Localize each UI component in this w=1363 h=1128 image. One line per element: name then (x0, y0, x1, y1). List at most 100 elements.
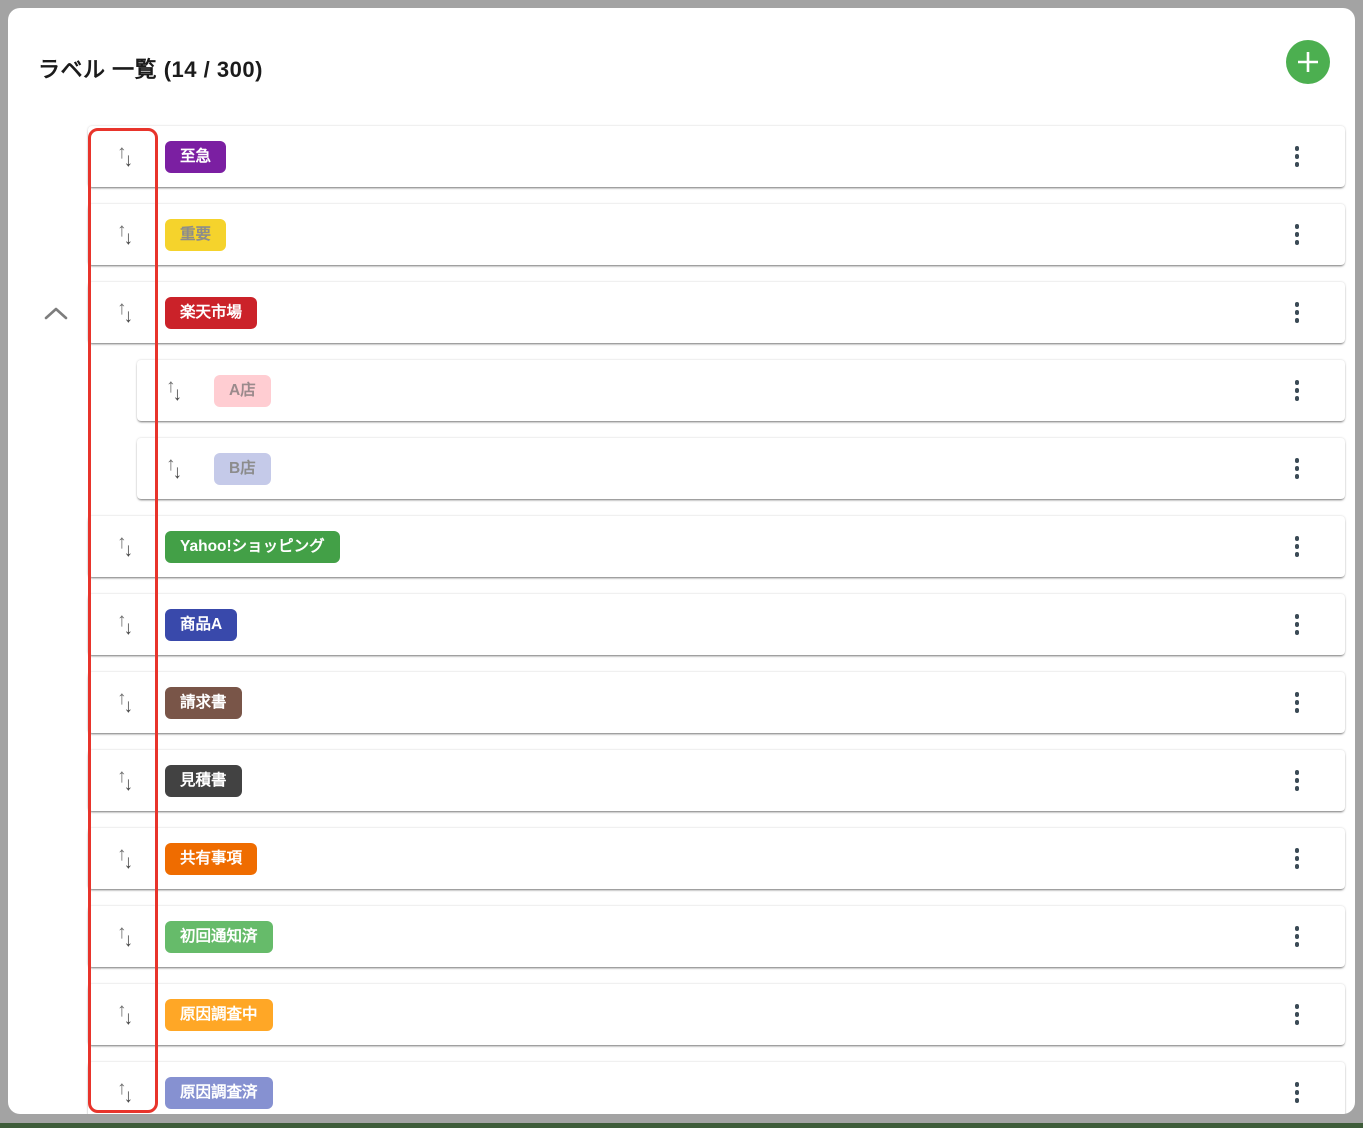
down-arrow-icon: ↓ (123, 696, 134, 717)
drag-handle[interactable]: ↑ ↓ (103, 213, 147, 257)
kebab-menu-icon (1294, 614, 1300, 619)
label-badge: 楽天市場 (165, 296, 258, 329)
row-menu-button[interactable] (1275, 837, 1319, 881)
label-row: ↑ ↓ 商品A (88, 594, 1345, 655)
label-badge: 至急 (165, 140, 227, 173)
label-row: ↑ ↓ 楽天市場 (88, 282, 1345, 343)
label-badge: 初回通知済 (165, 920, 273, 953)
kebab-menu-icon (1294, 770, 1300, 775)
label-row: ↑ ↓ 原因調査済 (88, 1062, 1345, 1114)
label-badge: 共有事項 (165, 842, 258, 875)
kebab-menu-icon (1294, 396, 1300, 401)
kebab-menu-icon (1294, 458, 1300, 463)
page-title: ラベル 一覧 (14 / 300) (38, 57, 263, 82)
kebab-menu-icon (1294, 848, 1300, 853)
drag-handle[interactable]: ↑ ↓ (103, 525, 147, 569)
row-menu-button[interactable] (1275, 993, 1319, 1037)
kebab-menu-icon (1294, 622, 1300, 627)
kebab-menu-icon (1294, 240, 1300, 245)
row-menu-button[interactable] (1275, 759, 1319, 803)
drag-handle[interactable]: ↑ ↓ (103, 291, 147, 335)
label-badge: A店 (214, 374, 271, 407)
label-row: ↑ ↓ 初回通知済 (88, 906, 1345, 967)
row-menu-button[interactable] (1275, 1071, 1319, 1115)
kebab-menu-icon (1294, 1098, 1300, 1103)
kebab-menu-icon (1294, 146, 1300, 151)
drag-handle[interactable]: ↑ ↓ (103, 915, 147, 959)
up-arrow-icon: ↑ (117, 610, 126, 631)
drag-handle[interactable]: ↑ ↓ (103, 759, 147, 803)
plus-icon (1295, 49, 1321, 75)
kebab-menu-icon (1294, 552, 1300, 557)
down-arrow-icon: ↓ (123, 1086, 134, 1107)
drag-handle[interactable]: ↑ ↓ (103, 135, 147, 179)
kebab-menu-icon (1294, 302, 1300, 307)
kebab-menu-icon (1294, 700, 1300, 705)
collapse-chevron-icon[interactable] (43, 306, 69, 322)
down-arrow-icon: ↓ (123, 1008, 134, 1029)
down-arrow-icon: ↓ (123, 618, 134, 639)
label-badge: 原因調査済 (165, 1076, 273, 1109)
down-arrow-icon: ↓ (172, 384, 183, 405)
kebab-menu-icon (1294, 926, 1300, 931)
up-arrow-icon: ↑ (117, 220, 126, 241)
drag-handle[interactable]: ↑ ↓ (103, 837, 147, 881)
kebab-menu-icon (1294, 1082, 1300, 1087)
drag-handle[interactable]: ↑ ↓ (103, 1071, 147, 1115)
kebab-menu-icon (1294, 864, 1300, 869)
up-arrow-icon: ↑ (117, 1000, 126, 1021)
label-badge: 見積書 (165, 764, 242, 797)
row-menu-button[interactable] (1275, 681, 1319, 725)
drag-handle[interactable]: ↑ ↓ (103, 603, 147, 647)
kebab-menu-icon (1294, 474, 1300, 479)
kebab-menu-icon (1294, 1090, 1300, 1095)
kebab-menu-icon (1294, 692, 1300, 697)
drag-handle[interactable]: ↑ ↓ (152, 447, 196, 491)
up-arrow-icon: ↑ (117, 1078, 126, 1099)
row-menu-button[interactable] (1275, 525, 1319, 569)
down-arrow-icon: ↓ (123, 306, 134, 327)
label-badge: Yahoo!ショッピング (165, 530, 340, 563)
row-menu-button[interactable] (1275, 603, 1319, 647)
kebab-menu-icon (1294, 318, 1300, 323)
row-menu-button[interactable] (1275, 369, 1319, 413)
kebab-menu-icon (1294, 942, 1300, 947)
label-manager-panel: ラベル 一覧 (14 / 300) ↑ ↓ 至急 ↑ ↓ 重要 (8, 8, 1355, 1114)
kebab-menu-icon (1294, 380, 1300, 385)
kebab-menu-icon (1294, 934, 1300, 939)
row-menu-button[interactable] (1275, 447, 1319, 491)
down-arrow-icon: ↓ (123, 228, 134, 249)
up-arrow-icon: ↑ (117, 298, 126, 319)
kebab-menu-icon (1294, 786, 1300, 791)
up-arrow-icon: ↑ (117, 766, 126, 787)
bottom-accent-strip (0, 1123, 1363, 1128)
drag-handle[interactable]: ↑ ↓ (152, 369, 196, 413)
up-arrow-icon: ↑ (117, 142, 126, 163)
row-menu-button[interactable] (1275, 915, 1319, 959)
kebab-menu-icon (1294, 310, 1300, 315)
drag-handle[interactable]: ↑ ↓ (103, 681, 147, 725)
row-menu-button[interactable] (1275, 213, 1319, 257)
row-menu-button[interactable] (1275, 135, 1319, 179)
label-badge: 重要 (165, 218, 227, 251)
kebab-menu-icon (1294, 708, 1300, 713)
label-list: ↑ ↓ 至急 ↑ ↓ 重要 ↑ ↓ 楽天市場 ↑ ↓ (88, 126, 1345, 1114)
label-row: ↑ ↓ 至急 (88, 126, 1345, 187)
kebab-menu-icon (1294, 1012, 1300, 1017)
row-menu-button[interactable] (1275, 291, 1319, 335)
label-badge: 商品A (165, 608, 238, 641)
down-arrow-icon: ↓ (123, 540, 134, 561)
label-badge: B店 (214, 452, 271, 485)
kebab-menu-icon (1294, 466, 1300, 471)
drag-handle[interactable]: ↑ ↓ (103, 993, 147, 1037)
label-row: ↑ ↓ 共有事項 (88, 828, 1345, 889)
kebab-menu-icon (1294, 224, 1300, 229)
label-row: ↑ ↓ 原因調査中 (88, 984, 1345, 1045)
kebab-menu-icon (1294, 388, 1300, 393)
up-arrow-icon: ↑ (166, 376, 175, 397)
add-label-button[interactable] (1286, 40, 1330, 84)
kebab-menu-icon (1294, 856, 1300, 861)
down-arrow-icon: ↓ (123, 852, 134, 873)
label-row: ↑ ↓ Yahoo!ショッピング (88, 516, 1345, 577)
kebab-menu-icon (1294, 630, 1300, 635)
